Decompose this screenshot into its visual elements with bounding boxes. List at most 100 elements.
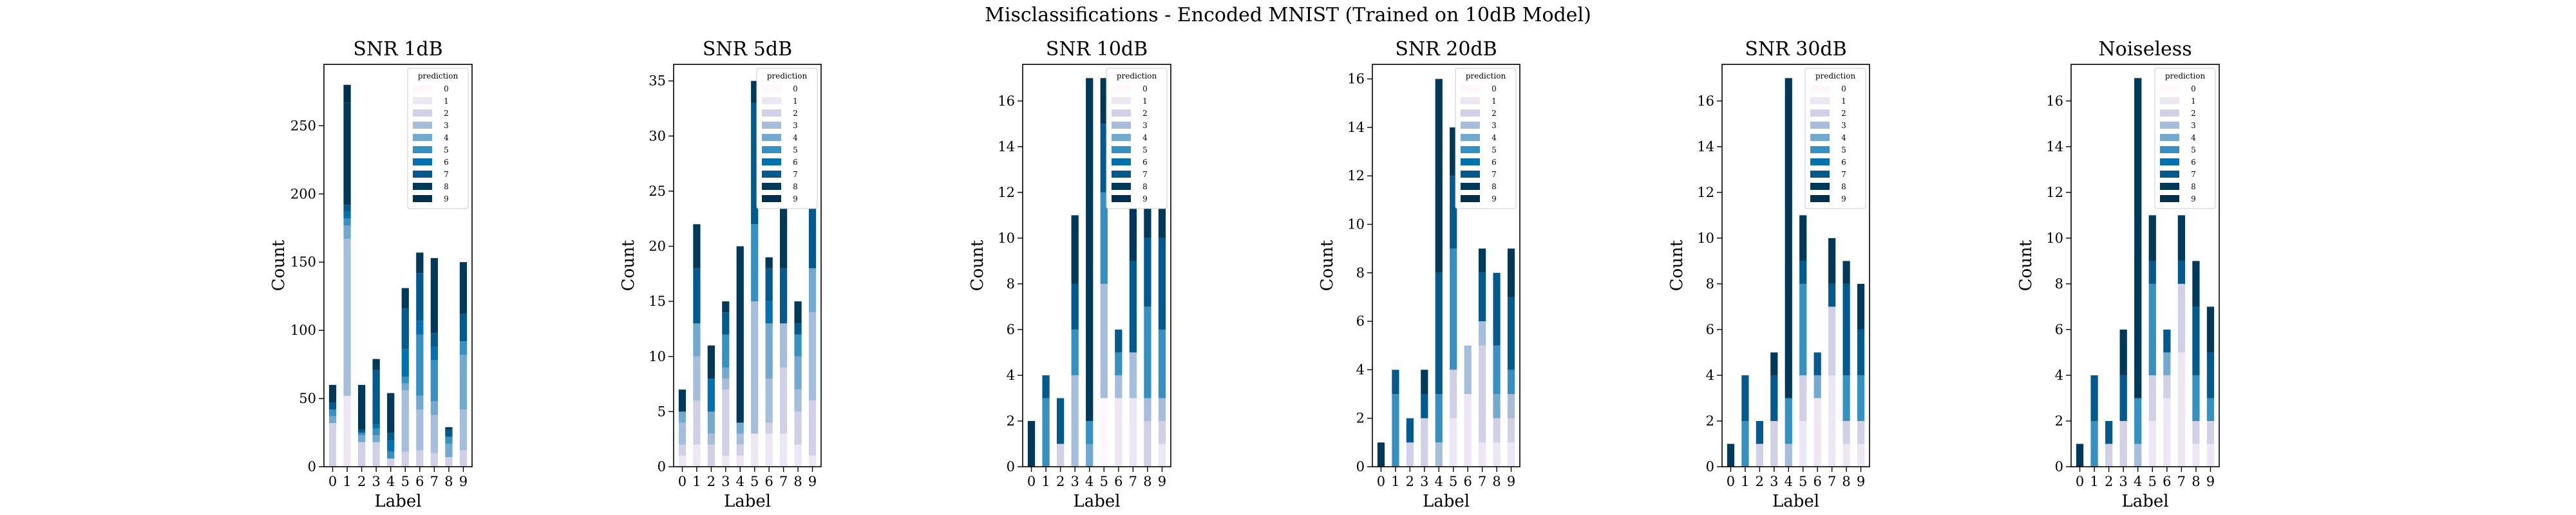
legend-swatch — [1112, 146, 1131, 153]
bar-segment — [401, 377, 409, 384]
y-axis-label: Count — [1318, 239, 1337, 291]
y-tick-label: 16 — [1347, 71, 1365, 87]
legend-label: 6 — [1841, 158, 1846, 167]
bar-segment — [2177, 261, 2186, 284]
bar-segment — [416, 395, 424, 410]
bar-segment — [722, 389, 730, 456]
bar-segment — [794, 323, 802, 335]
bar-segment — [1493, 272, 1501, 346]
bar-segment — [2119, 329, 2127, 375]
bar-segment — [1493, 345, 1501, 395]
bar-segment — [1056, 398, 1065, 444]
bar-segment — [1450, 418, 1457, 467]
bar-segment — [808, 180, 817, 268]
bar-segment — [387, 440, 395, 452]
panel-title: SNR 30dB — [1745, 38, 1846, 61]
x-tick-label: 5 — [2148, 474, 2157, 489]
bar-segment — [1842, 375, 1850, 421]
bar-segment — [1741, 375, 1749, 421]
bar-segment — [1115, 329, 1122, 353]
bar-segment — [416, 321, 424, 335]
x-tick-label: 9 — [1158, 474, 1166, 489]
bar-segment — [430, 346, 439, 360]
legend-label: 0 — [2191, 84, 2196, 93]
x-tick-label: 9 — [808, 474, 817, 489]
bar-segment — [2134, 398, 2142, 444]
x-tick-label: 6 — [2163, 474, 2171, 489]
bar-segment — [1507, 248, 1515, 297]
bar-segment — [1493, 394, 1501, 418]
legend-label: 7 — [1142, 170, 1148, 179]
x-tick-label: 8 — [444, 474, 453, 489]
bar-segment — [1435, 79, 1443, 273]
legend-swatch — [762, 183, 781, 190]
bar-segment — [2148, 375, 2156, 421]
legend-swatch — [2160, 195, 2179, 202]
bar-segment — [1493, 418, 1501, 443]
bar-segment — [1770, 420, 1778, 467]
bar-segment — [401, 349, 409, 377]
bar-segment — [2177, 215, 2186, 261]
legend-swatch — [1461, 109, 1480, 117]
legend-label: 3 — [1492, 121, 1497, 130]
bar-segment — [357, 429, 366, 433]
y-tick-label: 0 — [308, 459, 316, 474]
y-tick-label: 2 — [1706, 413, 1714, 429]
y-tick-label: 150 — [290, 254, 316, 270]
legend-label: 3 — [793, 121, 798, 130]
legend-swatch — [1810, 85, 1830, 92]
legend-label: 5 — [1492, 145, 1497, 154]
bar-segment — [678, 389, 687, 412]
bar-segment — [387, 458, 395, 467]
x-tick-label: 3 — [721, 474, 730, 489]
bar-segment — [1479, 321, 1486, 346]
bar-segment — [1770, 375, 1778, 421]
legend-label: 4 — [1142, 133, 1148, 142]
bar-segment — [416, 334, 424, 396]
x-tick-label: 2 — [357, 474, 366, 489]
bar-segment — [1042, 398, 1050, 467]
x-tick-label: 4 — [1435, 474, 1443, 489]
legend-label: 4 — [444, 133, 449, 142]
bar-segment — [693, 224, 701, 268]
bar-segment — [707, 433, 715, 445]
bar-segment — [1799, 261, 1807, 284]
bar-segment — [416, 409, 424, 451]
legend-label: 2 — [793, 109, 798, 118]
x-tick-label: 1 — [2090, 474, 2098, 489]
bar-segment — [1144, 420, 1151, 467]
y-axis-label: Count — [2016, 239, 2036, 291]
bar-segment — [2163, 352, 2171, 375]
x-tick-label: 9 — [2206, 474, 2215, 489]
legend-label: 5 — [2191, 145, 2196, 154]
legend-label: 5 — [1142, 145, 1148, 154]
bar-segment — [1158, 329, 1166, 398]
bar-segment — [2105, 420, 2113, 444]
legend-swatch — [2160, 85, 2179, 92]
y-tick-label: 0 — [1356, 459, 1365, 474]
bar-segment — [780, 433, 788, 467]
legend-swatch — [2160, 183, 2179, 190]
bar-segment — [707, 345, 715, 379]
bar-segment — [328, 416, 337, 424]
legend-label: 0 — [1492, 84, 1497, 93]
legend-label: 9 — [2191, 194, 2196, 203]
legend-label: 8 — [1841, 182, 1846, 191]
bar-segment — [357, 433, 366, 436]
legend-label: 8 — [444, 182, 449, 191]
axes-frame — [673, 64, 822, 467]
legend-label: 0 — [444, 84, 449, 93]
x-tick-label: 2 — [1756, 474, 1764, 489]
bar-segment — [808, 455, 817, 467]
x-tick-label: 6 — [764, 474, 773, 489]
bar-segment — [722, 379, 730, 390]
legend: prediction 0 1 2 3 4 5 6 7 8 9 — [756, 68, 818, 209]
bar-segment — [808, 268, 817, 313]
bar-segment — [430, 401, 439, 415]
bar-segment — [1100, 78, 1108, 124]
y-axis-label: Count — [269, 239, 289, 291]
legend-label: 5 — [444, 145, 449, 154]
bar-segment — [780, 367, 788, 434]
y-tick-label: 0 — [658, 459, 666, 474]
